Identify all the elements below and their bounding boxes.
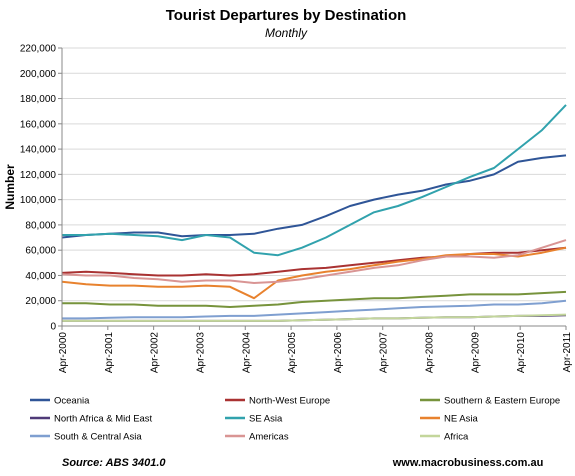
x-tick-label: Apr-2005	[287, 332, 298, 374]
y-tick-label: 40,000	[25, 271, 56, 282]
x-tick-label: Apr-2007	[379, 332, 390, 374]
legend-oceania-label: Oceania	[54, 396, 90, 407]
series-line-ne-asia	[61, 246, 567, 300]
legend-north-africa-mid-east-label: North Africa & Mid East	[54, 414, 153, 425]
x-tick-label: Apr-2010	[516, 332, 527, 374]
y-tick-label: 180,000	[20, 94, 57, 105]
series-line-americas	[61, 239, 567, 284]
website-note: www.macrobusiness.com.au	[392, 457, 544, 469]
chart-title: Tourist Departures by Destination	[166, 7, 407, 24]
y-tick-label: 20,000	[25, 296, 56, 307]
y-tick-label: 120,000	[20, 170, 57, 181]
series-line-africa	[62, 313, 567, 322]
x-tick-label: Apr-2009	[470, 332, 481, 374]
legend-south-central-asia-label: South & Central Asia	[54, 432, 142, 443]
x-tick-label: Apr-2011	[562, 332, 573, 373]
y-tick-label: 160,000	[20, 119, 57, 130]
series-line-south-central-asia	[62, 299, 567, 320]
legend-africa-label: Africa	[444, 432, 469, 443]
legend-ne-asia-label: NE Asia	[444, 414, 479, 425]
legend-north-west-europe-label: North-West Europe	[249, 396, 330, 407]
x-tick-label: Apr-2000	[58, 332, 69, 374]
y-tick-label: 140,000	[20, 145, 57, 156]
chart-subtitle: Monthly	[265, 26, 308, 40]
y-tick-label: 220,000	[20, 44, 57, 55]
y-tick-label: 0	[50, 322, 56, 333]
x-tick-label: Apr-2001	[104, 332, 115, 374]
series-lines	[61, 104, 567, 322]
x-axis-ticks: Apr-2000 Apr-2001 Apr-2002 Apr-2003 Apr-2004…	[58, 326, 573, 373]
x-tick-label: Apr-2003	[195, 332, 206, 374]
source-note: Source: ABS 3401.0	[62, 457, 166, 469]
legend-se-asia-label: SE Asia	[249, 414, 283, 425]
series-line-southern-eastern-europe	[62, 290, 567, 308]
legend-americas-label: Americas	[249, 432, 289, 443]
y-tick-label: 200,000	[20, 69, 57, 80]
x-tick-label: Apr-2006	[333, 332, 344, 374]
legend-southern-eastern-europe-label: Southern & Eastern Europe	[444, 396, 560, 407]
y-axis-ticks: 0 20,000 40,000 60,000 80,000 100,000 120,000 1…	[20, 44, 62, 333]
series-line-north-west-europe	[61, 246, 567, 277]
x-tick-label: Apr-2002	[150, 332, 161, 374]
x-tick-label: Apr-2008	[425, 332, 436, 374]
legend: Oceania North-West Europe Southern & Easte…	[30, 396, 560, 443]
y-tick-label: 100,000	[20, 195, 57, 206]
y-axis-label: Number	[3, 164, 17, 210]
x-tick-label: Apr-2004	[241, 332, 252, 374]
series-line-oceania	[61, 154, 567, 239]
y-tick-label: 60,000	[25, 246, 56, 257]
y-tick-label: 80,000	[25, 220, 56, 231]
series-line-se-asia	[62, 104, 567, 257]
